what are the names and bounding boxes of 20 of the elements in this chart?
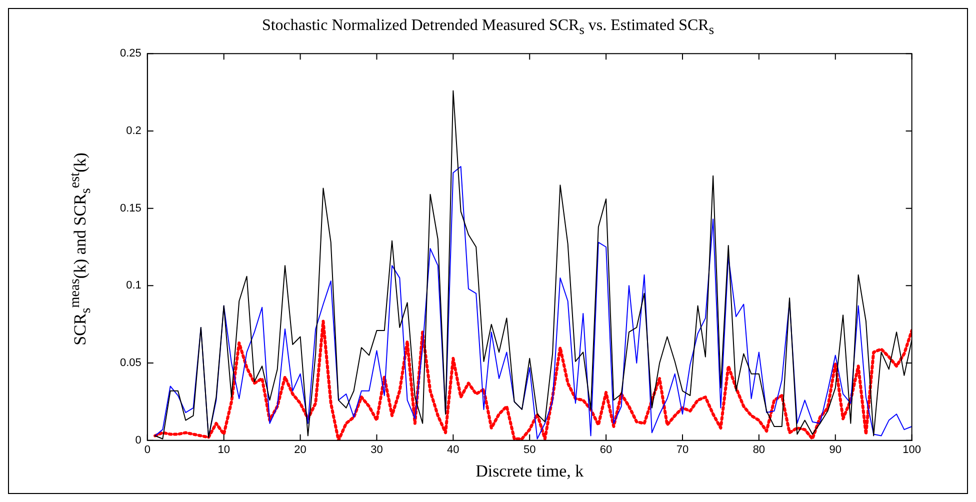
- chart-title: Stochastic Normalized Detrended Measured SCR$_{s}$ vs. Estimated SCR$_{s}$: [260, 17, 716, 38]
- y-tick-label: 0.1: [126, 280, 142, 292]
- y-tick-label: 0.15: [120, 202, 142, 214]
- y-tick-label: 0.25: [120, 48, 142, 60]
- x-tick-label: 100: [902, 444, 922, 456]
- x-tick-label: 70: [676, 444, 689, 456]
- x-tick-label: 40: [447, 444, 460, 456]
- line-series: [154, 320, 912, 440]
- y-tick-label: 0: [135, 434, 142, 446]
- y-tick-label: 0.05: [120, 357, 142, 370]
- x-tick-label: 30: [370, 444, 383, 456]
- x-tick-label: 60: [600, 444, 612, 456]
- x-tick-label: 50: [523, 444, 536, 456]
- x-tick-label: 20: [294, 444, 306, 456]
- x-tick-label: 90: [829, 444, 842, 456]
- x-tick-label: 0: [144, 444, 150, 456]
- x-tick-label: 80: [752, 444, 766, 456]
- y-tick-label: 0.2: [126, 124, 142, 137]
- x-axis-title: Discrete time, k: [476, 461, 584, 480]
- x-tick-label: 10: [218, 444, 230, 456]
